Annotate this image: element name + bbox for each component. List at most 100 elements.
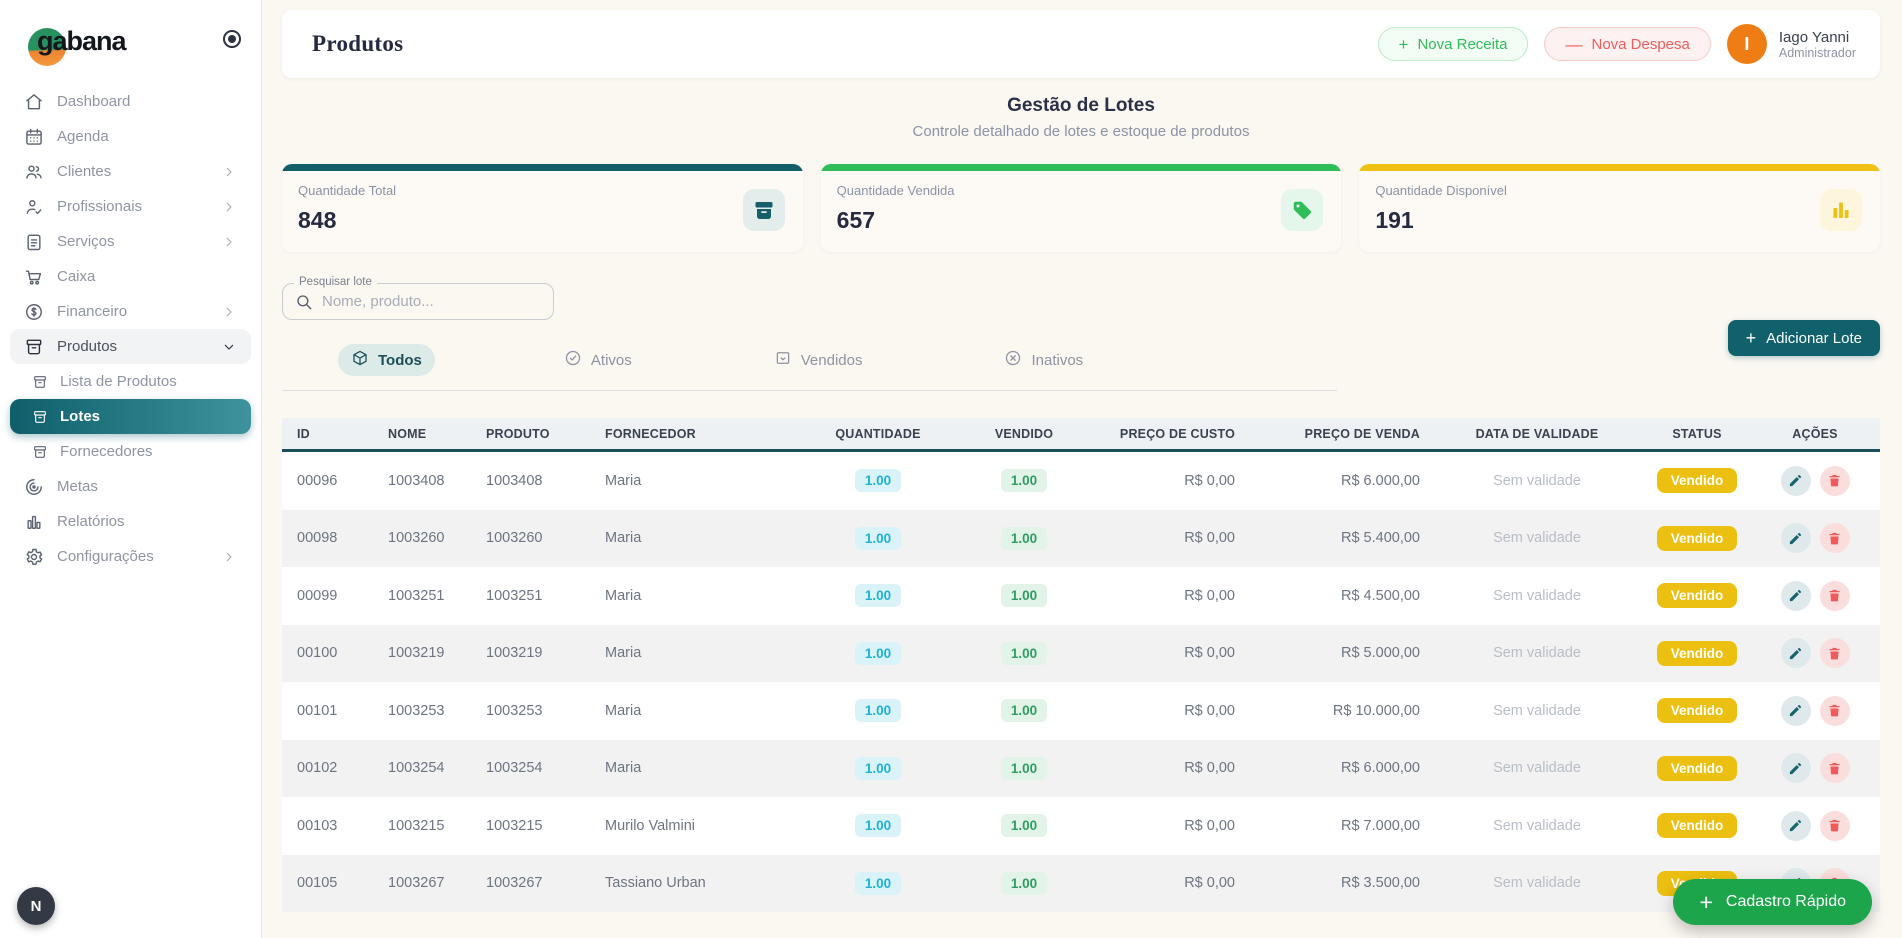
- delete-button[interactable]: [1819, 810, 1850, 841]
- status-badge: Vendido: [1656, 525, 1738, 551]
- user-role: Administrador: [1778, 45, 1856, 60]
- cell-fornecedor: Murilo Valmini: [605, 817, 695, 834]
- cell-nome: 1003254: [388, 760, 445, 777]
- nova-despesa-button[interactable]: — Nova Despesa: [1544, 27, 1711, 61]
- sidebar-item-relatorios[interactable]: Relatórios: [10, 504, 251, 539]
- table-row: 00102 1003254 1003254 Maria 1.00 1.00 R$ 0,00 R…: [282, 739, 1880, 797]
- sidebar-item-servicos[interactable]: Serviços: [10, 224, 251, 259]
- plus-icon: +: [1699, 888, 1713, 915]
- column-header-produto: PRODUTO: [486, 426, 550, 441]
- sidebar-item-financeiro[interactable]: Financeiro: [10, 294, 251, 329]
- brand-name: gabana: [37, 26, 127, 56]
- cell-id: 00100: [297, 645, 338, 662]
- sidebar-item-lotes[interactable]: Lotes: [10, 399, 251, 434]
- sidebar-item-label: Serviços: [57, 233, 115, 250]
- stat-card-quantidade-total: Quantidade Total 848: [282, 164, 803, 252]
- sidebar-item-clientes[interactable]: Clientes: [10, 154, 251, 189]
- adicionar-lote-button[interactable]: + Adicionar Lote: [1727, 320, 1880, 356]
- filter-tab-vendidos[interactable]: Vendidos: [761, 344, 876, 376]
- column-header-id: ID: [297, 426, 310, 441]
- cell-produto: 1003267: [486, 875, 543, 892]
- quantidade-badge: 1.00: [854, 526, 902, 550]
- sidebar-item-agenda[interactable]: Agenda: [10, 119, 251, 154]
- stat-label: Quantidade Total: [298, 183, 397, 198]
- avatar: I: [1726, 24, 1767, 64]
- edit-button[interactable]: [1780, 638, 1811, 669]
- edit-button[interactable]: [1780, 523, 1811, 554]
- cell-validade: Sem validade: [1493, 472, 1581, 489]
- sidebar-item-caixa[interactable]: Caixa: [10, 259, 251, 294]
- filter-tab-ativos[interactable]: Ativos: [551, 344, 645, 376]
- cell-preco-venda: R$ 5.400,00: [1340, 530, 1420, 547]
- delete-button[interactable]: [1819, 580, 1850, 611]
- delete-button[interactable]: [1819, 638, 1850, 669]
- sidebar-item-label: Caixa: [57, 268, 96, 285]
- sidebar-item-produtos[interactable]: Produtos: [10, 329, 251, 364]
- chevron-right-icon: [221, 549, 237, 565]
- sidebar-collapse-icon[interactable]: [223, 30, 241, 48]
- cell-preco-custo: R$ 0,00: [1184, 530, 1235, 547]
- floating-initial-button[interactable]: N: [17, 887, 55, 925]
- cell-produto: 1003260: [486, 530, 543, 547]
- plus-icon: +: [1745, 328, 1757, 348]
- cell-vendido: 1.00: [954, 814, 1094, 838]
- quantidade-badge: 1.00: [854, 699, 902, 723]
- nova-receita-button[interactable]: + Nova Receita: [1377, 27, 1529, 61]
- box-icon: [32, 444, 48, 460]
- cell-acoes: [1750, 465, 1880, 496]
- delete-button[interactable]: [1819, 753, 1850, 784]
- search-field[interactable]: Pesquisar lote: [282, 276, 554, 320]
- sidebar-item-configuracoes[interactable]: Configurações: [10, 539, 251, 574]
- delete-button[interactable]: [1819, 523, 1850, 554]
- column-header-status: STATUS: [1672, 426, 1722, 441]
- cell-preco-custo: R$ 0,00: [1184, 875, 1235, 892]
- sidebar-item-profissionais[interactable]: Profissionais: [10, 189, 251, 224]
- cell-produto: 1003254: [486, 760, 543, 777]
- sidebar-item-dashboard[interactable]: Dashboard: [10, 84, 251, 119]
- chevron-right-icon: [221, 234, 237, 250]
- sidebar-item-lista-de-produtos[interactable]: Lista de Produtos: [10, 364, 251, 399]
- delete-button[interactable]: [1819, 465, 1850, 496]
- edit-button[interactable]: [1780, 695, 1811, 726]
- sidebar-item-fornecedores[interactable]: Fornecedores: [10, 434, 251, 469]
- quantidade-badge: 1.00: [854, 641, 902, 665]
- cart-icon: [24, 267, 44, 287]
- column-header-vendido: VENDIDO: [994, 426, 1054, 441]
- status-badge: Vendido: [1656, 468, 1738, 494]
- target-icon: [24, 477, 44, 497]
- table-row: 00105 1003267 1003267 Tassiano Urban 1.00 1.0…: [282, 854, 1880, 912]
- cell-nome: 1003260: [388, 530, 445, 547]
- topbar: Produtos + Nova Receita — Nova Despesa I…: [282, 10, 1880, 78]
- brand-logo[interactable]: gabana: [28, 26, 127, 66]
- cell-acoes: [1750, 580, 1880, 611]
- cell-quantidade: 1.00: [802, 699, 954, 723]
- search-input[interactable]: [322, 293, 522, 310]
- cell-id: 00103: [297, 817, 338, 834]
- edit-button[interactable]: [1780, 465, 1811, 496]
- delete-button[interactable]: [1819, 695, 1850, 726]
- cell-preco-custo: R$ 0,00: [1184, 702, 1235, 719]
- stat-card-accent-bar: [1359, 164, 1881, 171]
- cell-status: Vendido: [1644, 468, 1750, 494]
- column-header-fornecedor: FORNECEDOR: [605, 426, 696, 441]
- vendido-badge: 1.00: [1000, 814, 1048, 838]
- cell-quantidade: 1.00: [802, 641, 954, 665]
- edit-button[interactable]: [1780, 580, 1811, 611]
- sidebar-item-metas[interactable]: Metas: [10, 469, 251, 504]
- edit-button[interactable]: [1780, 810, 1811, 841]
- edit-button[interactable]: [1780, 753, 1811, 784]
- status-badge: Vendido: [1656, 698, 1738, 724]
- main-area: Produtos + Nova Receita — Nova Despesa I…: [262, 0, 1902, 938]
- filter-tab-inativos[interactable]: Inativos: [991, 344, 1096, 376]
- filter-tab-todos[interactable]: Todos: [338, 344, 435, 376]
- cell-nome: 1003408: [388, 472, 445, 489]
- cadastro-rapido-button[interactable]: + Cadastro Rápido: [1673, 879, 1872, 925]
- cell-acoes: [1750, 753, 1880, 784]
- tray-icon: [774, 349, 792, 371]
- cell-quantidade: 1.00: [802, 584, 954, 608]
- cell-fornecedor: Maria: [605, 472, 642, 489]
- user-menu[interactable]: I Iago Yanni Administrador: [1726, 24, 1862, 64]
- cell-id: 00102: [297, 760, 338, 777]
- section-subtitle: Controle detalhado de lotes e estoque de…: [912, 123, 1250, 140]
- stat-card-quantidade-vendida: Quantidade Vendida 657: [820, 164, 1342, 252]
